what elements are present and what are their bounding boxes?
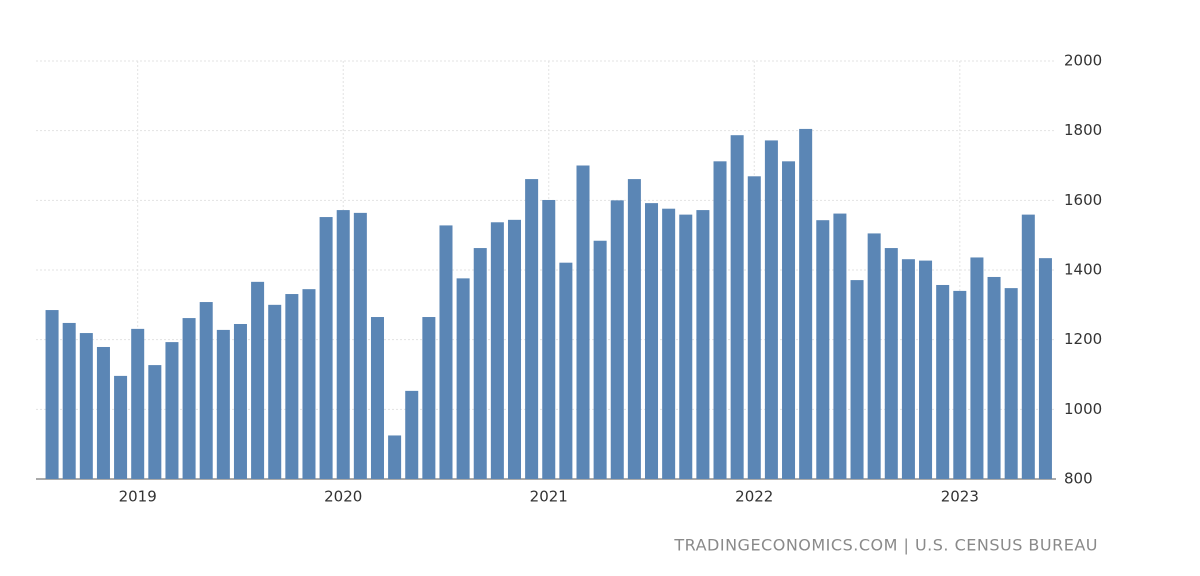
bar — [456, 278, 470, 479]
bar — [199, 302, 213, 479]
bar — [867, 233, 881, 479]
bar — [970, 257, 984, 479]
bar — [1038, 258, 1052, 479]
bar — [251, 281, 265, 479]
bar — [285, 294, 299, 479]
bar — [593, 240, 607, 479]
x-tick-label: 2021 — [530, 488, 568, 506]
bar — [490, 222, 504, 480]
bar — [919, 260, 933, 479]
x-tick-label: 2022 — [735, 488, 773, 506]
bar — [1021, 214, 1035, 480]
bar — [370, 317, 384, 479]
bar — [953, 290, 967, 479]
bar — [850, 280, 864, 479]
bar — [439, 225, 453, 479]
bar — [96, 346, 110, 479]
y-tick-label: 1000 — [1064, 400, 1102, 418]
bar — [1004, 288, 1018, 479]
bar — [764, 140, 778, 480]
bar — [576, 165, 590, 479]
bar — [884, 248, 898, 479]
bar — [131, 328, 145, 479]
bar — [610, 200, 624, 480]
bar — [422, 317, 436, 479]
x-tick-label: 2020 — [324, 488, 362, 506]
bar — [336, 210, 350, 479]
bar — [936, 284, 950, 479]
y-tick-label: 1200 — [1064, 330, 1102, 348]
bar — [987, 276, 1001, 479]
bar — [833, 213, 847, 479]
y-tick-label: 1400 — [1064, 261, 1102, 279]
x-tick-label: 2023 — [941, 488, 979, 506]
x-tick-label: 2019 — [119, 488, 157, 506]
bar — [302, 289, 316, 479]
bar — [62, 322, 76, 479]
bar — [268, 304, 282, 479]
source: TRADINGECONOMICS.COM | U.S. CENSUS BUREA… — [673, 536, 1098, 555]
bar — [165, 342, 179, 479]
bar — [114, 375, 128, 479]
bar — [525, 179, 539, 479]
bar — [319, 217, 333, 479]
bar — [645, 203, 659, 479]
bar — [730, 135, 744, 479]
bar — [799, 128, 813, 480]
bar — [45, 310, 59, 479]
bar — [713, 161, 727, 479]
y-tick-label: 800 — [1064, 470, 1093, 488]
bar — [353, 212, 367, 479]
bar — [507, 219, 522, 479]
bar — [816, 220, 830, 479]
bar — [405, 390, 419, 479]
y-tick-label: 1600 — [1064, 191, 1102, 209]
bar — [473, 248, 487, 479]
bar — [662, 208, 676, 479]
bar — [696, 210, 710, 479]
bar — [233, 323, 247, 479]
bar — [148, 365, 162, 479]
bar — [542, 199, 556, 480]
y-tick-label: 1800 — [1064, 121, 1102, 139]
bar — [627, 179, 641, 479]
bar — [747, 176, 761, 479]
bar — [901, 259, 915, 479]
bar — [782, 161, 796, 479]
y-tick-label: 2000 — [1064, 52, 1102, 70]
bar — [559, 262, 573, 479]
bar — [79, 333, 93, 479]
bar — [679, 214, 693, 480]
bar — [182, 318, 196, 479]
bar — [216, 329, 230, 479]
bar — [388, 435, 402, 479]
